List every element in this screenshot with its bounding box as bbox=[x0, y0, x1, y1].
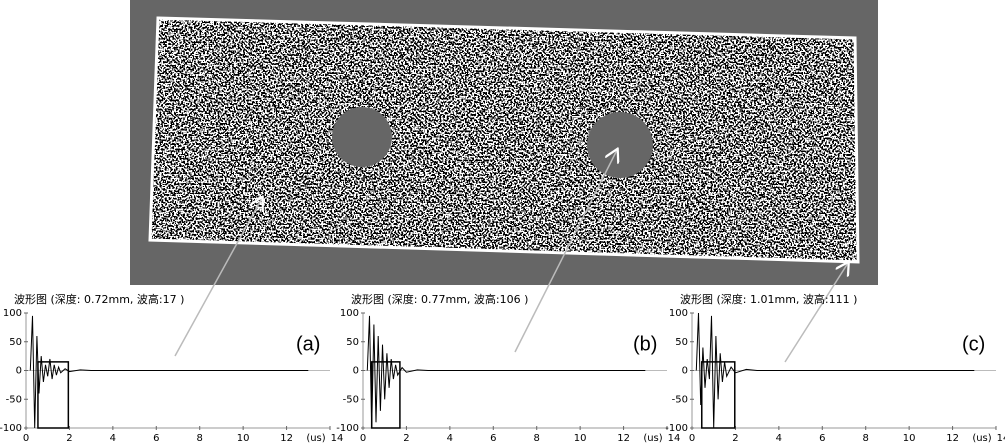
y-tick-label: -50 bbox=[6, 394, 22, 405]
panel-label: (a) bbox=[296, 333, 320, 355]
y-tick-label: -100 bbox=[0, 423, 22, 434]
waveform-chart: 波形图 (深度: 1.01mm, 波高:111 )(c)100500-50-10… bbox=[665, 292, 1005, 444]
y-tick-label: 0 bbox=[682, 366, 688, 377]
x-tick-label: 10 bbox=[237, 433, 250, 444]
y-tick-label: 100 bbox=[3, 308, 22, 319]
y-tick-label: 100 bbox=[669, 308, 688, 319]
y-tick-label: -100 bbox=[336, 423, 359, 434]
gate bbox=[37, 361, 70, 429]
y-tick-label: 0 bbox=[16, 366, 22, 377]
y-tick-label: -50 bbox=[672, 394, 688, 405]
x-tick-label: 12 bbox=[617, 433, 630, 444]
gate bbox=[370, 361, 401, 429]
waveform bbox=[29, 315, 309, 429]
y-tick-label: 100 bbox=[340, 308, 359, 319]
y-tick-label: 50 bbox=[346, 337, 359, 348]
waveform-chart: 波形图 (深度: 0.72mm, 波高:17 )(a)100500-50-100… bbox=[0, 292, 343, 444]
x-axis-label: (us) bbox=[972, 433, 991, 444]
waveform-chart: 波形图 (深度: 0.77mm, 波高:106 )(b)100500-50-10… bbox=[336, 292, 680, 444]
x-tick-label: 14 bbox=[997, 433, 1005, 444]
y-tick-label: -50 bbox=[343, 394, 359, 405]
x-tick-label: 8 bbox=[863, 433, 869, 444]
x-tick-label: 4 bbox=[776, 433, 782, 444]
x-tick-label: 0 bbox=[360, 433, 366, 444]
panel-label: (b) bbox=[633, 333, 657, 355]
y-tick-label: -100 bbox=[665, 423, 688, 434]
scan-border bbox=[148, 16, 860, 264]
x-tick-label: 10 bbox=[903, 433, 916, 444]
x-tick-label: 6 bbox=[819, 433, 825, 444]
arrow bbox=[174, 198, 262, 357]
panel-label: (c) bbox=[962, 333, 985, 355]
x-tick-label: 14 bbox=[668, 433, 681, 444]
x-tick-label: 12 bbox=[946, 433, 959, 444]
chart-title: 波形图 (深度: 0.77mm, 波高:106 ) bbox=[351, 292, 528, 306]
x-tick-label: 2 bbox=[66, 433, 72, 444]
y-tick-label: 50 bbox=[9, 337, 22, 348]
x-tick-label: 8 bbox=[534, 433, 540, 444]
arrows bbox=[174, 150, 848, 363]
arrow bbox=[784, 263, 848, 363]
x-tick-label: 4 bbox=[110, 433, 116, 444]
x-tick-label: 2 bbox=[403, 433, 409, 444]
chart-title: 波形图 (深度: 1.01mm, 波高:111 ) bbox=[680, 292, 857, 306]
waveform bbox=[366, 315, 646, 429]
y-tick-label: 50 bbox=[675, 337, 688, 348]
waveform bbox=[695, 312, 975, 429]
arrow bbox=[514, 150, 617, 353]
x-tick-label: 2 bbox=[732, 433, 738, 444]
x-tick-label: 6 bbox=[153, 433, 159, 444]
x-tick-label: 8 bbox=[197, 433, 203, 444]
x-axis-label: (us) bbox=[306, 433, 325, 444]
x-tick-label: 10 bbox=[574, 433, 587, 444]
hole bbox=[587, 112, 653, 178]
hole bbox=[332, 107, 392, 167]
gate bbox=[701, 361, 736, 429]
x-tick-label: 0 bbox=[689, 433, 695, 444]
x-tick-label: 4 bbox=[447, 433, 453, 444]
x-axis-label: (us) bbox=[643, 433, 662, 444]
x-tick-label: 6 bbox=[490, 433, 496, 444]
x-tick-label: 0 bbox=[23, 433, 29, 444]
c-scan-image bbox=[130, 0, 878, 285]
scan-texture bbox=[150, 18, 858, 262]
x-tick-label: 12 bbox=[280, 433, 293, 444]
chart-title: 波形图 (深度: 0.72mm, 波高:17 ) bbox=[14, 292, 184, 306]
y-tick-label: 0 bbox=[353, 366, 359, 377]
x-tick-label: 14 bbox=[331, 433, 344, 444]
